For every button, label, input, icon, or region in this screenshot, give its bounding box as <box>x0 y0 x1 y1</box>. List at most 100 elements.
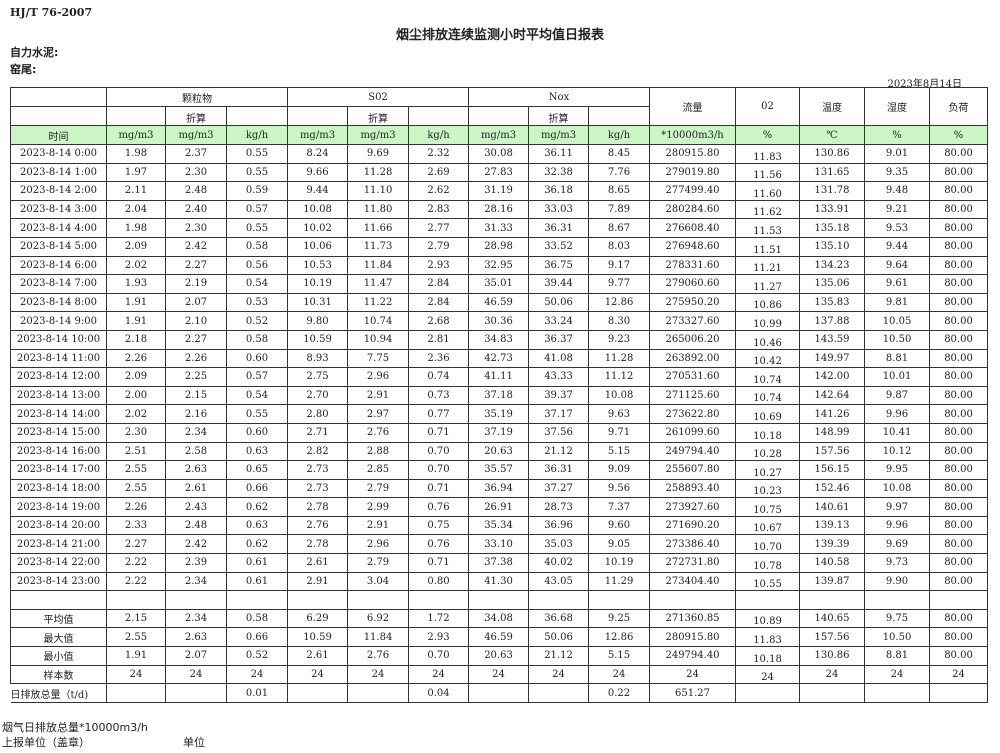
value-cell: 2.42 <box>165 236 227 257</box>
table-row: 2023-8-14 4:00 1.98 2.30 0.55 10.02 11.66 2.77… <box>10 218 989 238</box>
value-cell: 80.00 <box>929 218 989 238</box>
table-row: 2023-8-14 22:00 2.22 2.39 0.61 2.61 2.79 0.71 3… <box>10 553 989 573</box>
value-cell: 8.45 <box>588 144 651 164</box>
value-cell: 11.84 <box>347 627 410 648</box>
value-cell: 9.87 <box>864 385 931 406</box>
value-cell: 8.67 <box>588 218 651 238</box>
header-blank <box>588 106 651 126</box>
value-cell: 80.00 <box>929 181 989 201</box>
value-cell: 80.00 <box>929 329 989 350</box>
value-cell: 3.04 <box>347 571 410 592</box>
value-cell: 80.00 <box>929 162 989 183</box>
value-cell: 8.03 <box>588 236 651 257</box>
value-cell: 2.84 <box>408 274 470 294</box>
value-cell: % <box>864 125 931 145</box>
value-cell: 20.63 <box>468 646 530 666</box>
value-cell: 11.51 <box>735 236 801 257</box>
value-cell: 10.99 <box>735 311 801 331</box>
value-cell: 2.81 <box>408 329 470 350</box>
row-label-cell: 2023-8-14 15:00 <box>10 422 107 443</box>
value-cell: 2.73 <box>287 460 349 480</box>
value-cell: 11.21 <box>735 255 801 276</box>
value-cell: 80.00 <box>929 311 989 331</box>
value-cell: 80.00 <box>929 441 989 462</box>
value-cell: 2.76 <box>347 646 410 666</box>
value-cell: 30.36 <box>468 311 530 331</box>
value-cell: 80.00 <box>929 404 989 424</box>
value-cell: 2.15 <box>165 385 227 406</box>
value-cell: 0.58 <box>225 608 289 629</box>
daily-total-row: 日排放总量（t/d) 0.01 0.04 0.22 651.27 <box>10 683 989 703</box>
value-cell: 10.05 <box>864 311 931 331</box>
value-cell: 140.65 <box>799 608 866 629</box>
table-row: 2023-8-14 18:00 2.55 2.61 0.66 2.73 2.79 0.71 3… <box>10 478 989 499</box>
value-cell: 0.71 <box>408 478 470 499</box>
value-cell: 24 <box>468 664 530 685</box>
value-cell: 2.09 <box>106 367 166 387</box>
value-cell <box>735 590 801 610</box>
value-cell: 10.46 <box>735 329 801 350</box>
value-cell: 9.23 <box>588 329 651 350</box>
value-cell <box>287 590 349 610</box>
table-row: 2023-8-14 14:00 2.02 2.16 0.55 2.80 2.97 0.77 3… <box>10 404 989 424</box>
value-cell: 10.41 <box>864 422 931 443</box>
row-label-cell: 2023-8-14 20:00 <box>10 515 107 536</box>
value-cell: 0.70 <box>408 646 470 666</box>
value-cell: 9.56 <box>588 478 651 499</box>
value-cell: 2.83 <box>408 199 470 220</box>
value-cell: 0.62 <box>225 497 289 517</box>
table-row: 2023-8-14 21:00 2.27 2.42 0.62 2.78 2.96 0.76 3… <box>10 534 989 555</box>
value-cell: 8.30 <box>588 311 651 331</box>
value-cell: 142.64 <box>799 385 866 406</box>
value-cell: 2.55 <box>106 460 166 480</box>
value-cell: mg/m3 <box>287 125 349 145</box>
value-cell: 2.11 <box>106 181 166 201</box>
value-cell: 2.32 <box>408 144 470 164</box>
value-cell: 1.93 <box>106 274 166 294</box>
row-label-cell: 2023-8-14 16:00 <box>10 441 107 462</box>
value-cell: 2.91 <box>287 571 349 592</box>
value-cell: 2.99 <box>347 497 410 517</box>
value-cell: 157.56 <box>799 441 866 462</box>
value-cell: 143.59 <box>799 329 866 350</box>
value-cell: 0.71 <box>408 422 470 443</box>
row-label-cell: 2023-8-14 17:00 <box>10 460 107 480</box>
value-cell: 0.66 <box>225 478 289 499</box>
value-cell: kg/h <box>408 125 470 145</box>
value-cell: 2.58 <box>165 441 227 462</box>
value-cell: 5.15 <box>588 646 651 666</box>
value-cell <box>799 683 866 703</box>
value-cell <box>468 590 530 610</box>
value-cell: 0.56 <box>225 255 289 276</box>
value-cell: 11.66 <box>347 218 410 238</box>
value-cell: 2.70 <box>287 385 349 406</box>
value-cell: 1.91 <box>106 292 166 313</box>
value-cell: 2.18 <box>106 329 166 350</box>
value-cell: 11.12 <box>588 367 651 387</box>
table-row: 2023-8-14 23:00 2.22 2.34 0.61 2.91 3.04 0.80 4… <box>10 571 989 592</box>
row-label-cell: 时间 <box>10 125 107 145</box>
value-cell <box>287 683 349 703</box>
value-cell: 249794.40 <box>649 441 737 462</box>
value-cell: 2.55 <box>106 627 166 648</box>
value-cell: 0.75 <box>408 515 470 536</box>
value-cell: 131.78 <box>799 181 866 201</box>
row-label-cell: 2023-8-14 18:00 <box>10 478 107 499</box>
table-row: 2023-8-14 13:00 2.00 2.15 0.54 2.70 2.91 0.73 3… <box>10 385 989 406</box>
value-cell: 11.60 <box>735 181 801 201</box>
header-humidity: 湿度 <box>864 87 931 126</box>
row-label-cell: 2023-8-14 23:00 <box>10 571 107 592</box>
value-cell: 280915.80 <box>649 627 737 648</box>
value-cell: 21.12 <box>528 646 590 666</box>
value-cell: 10.42 <box>735 348 801 369</box>
value-cell: 139.39 <box>799 534 866 555</box>
value-cell: 10.23 <box>735 478 801 499</box>
value-cell: 2.39 <box>165 553 227 573</box>
table-row: 2023-8-14 5:00 2.09 2.42 0.58 10.06 11.73 2.79… <box>10 236 989 257</box>
value-cell: 2.96 <box>347 367 410 387</box>
value-cell: 30.08 <box>468 144 530 164</box>
value-cell: 80.00 <box>929 497 989 517</box>
value-cell: 0.74 <box>408 367 470 387</box>
value-cell: 9.35 <box>864 162 931 183</box>
value-cell: 11.22 <box>347 292 410 313</box>
